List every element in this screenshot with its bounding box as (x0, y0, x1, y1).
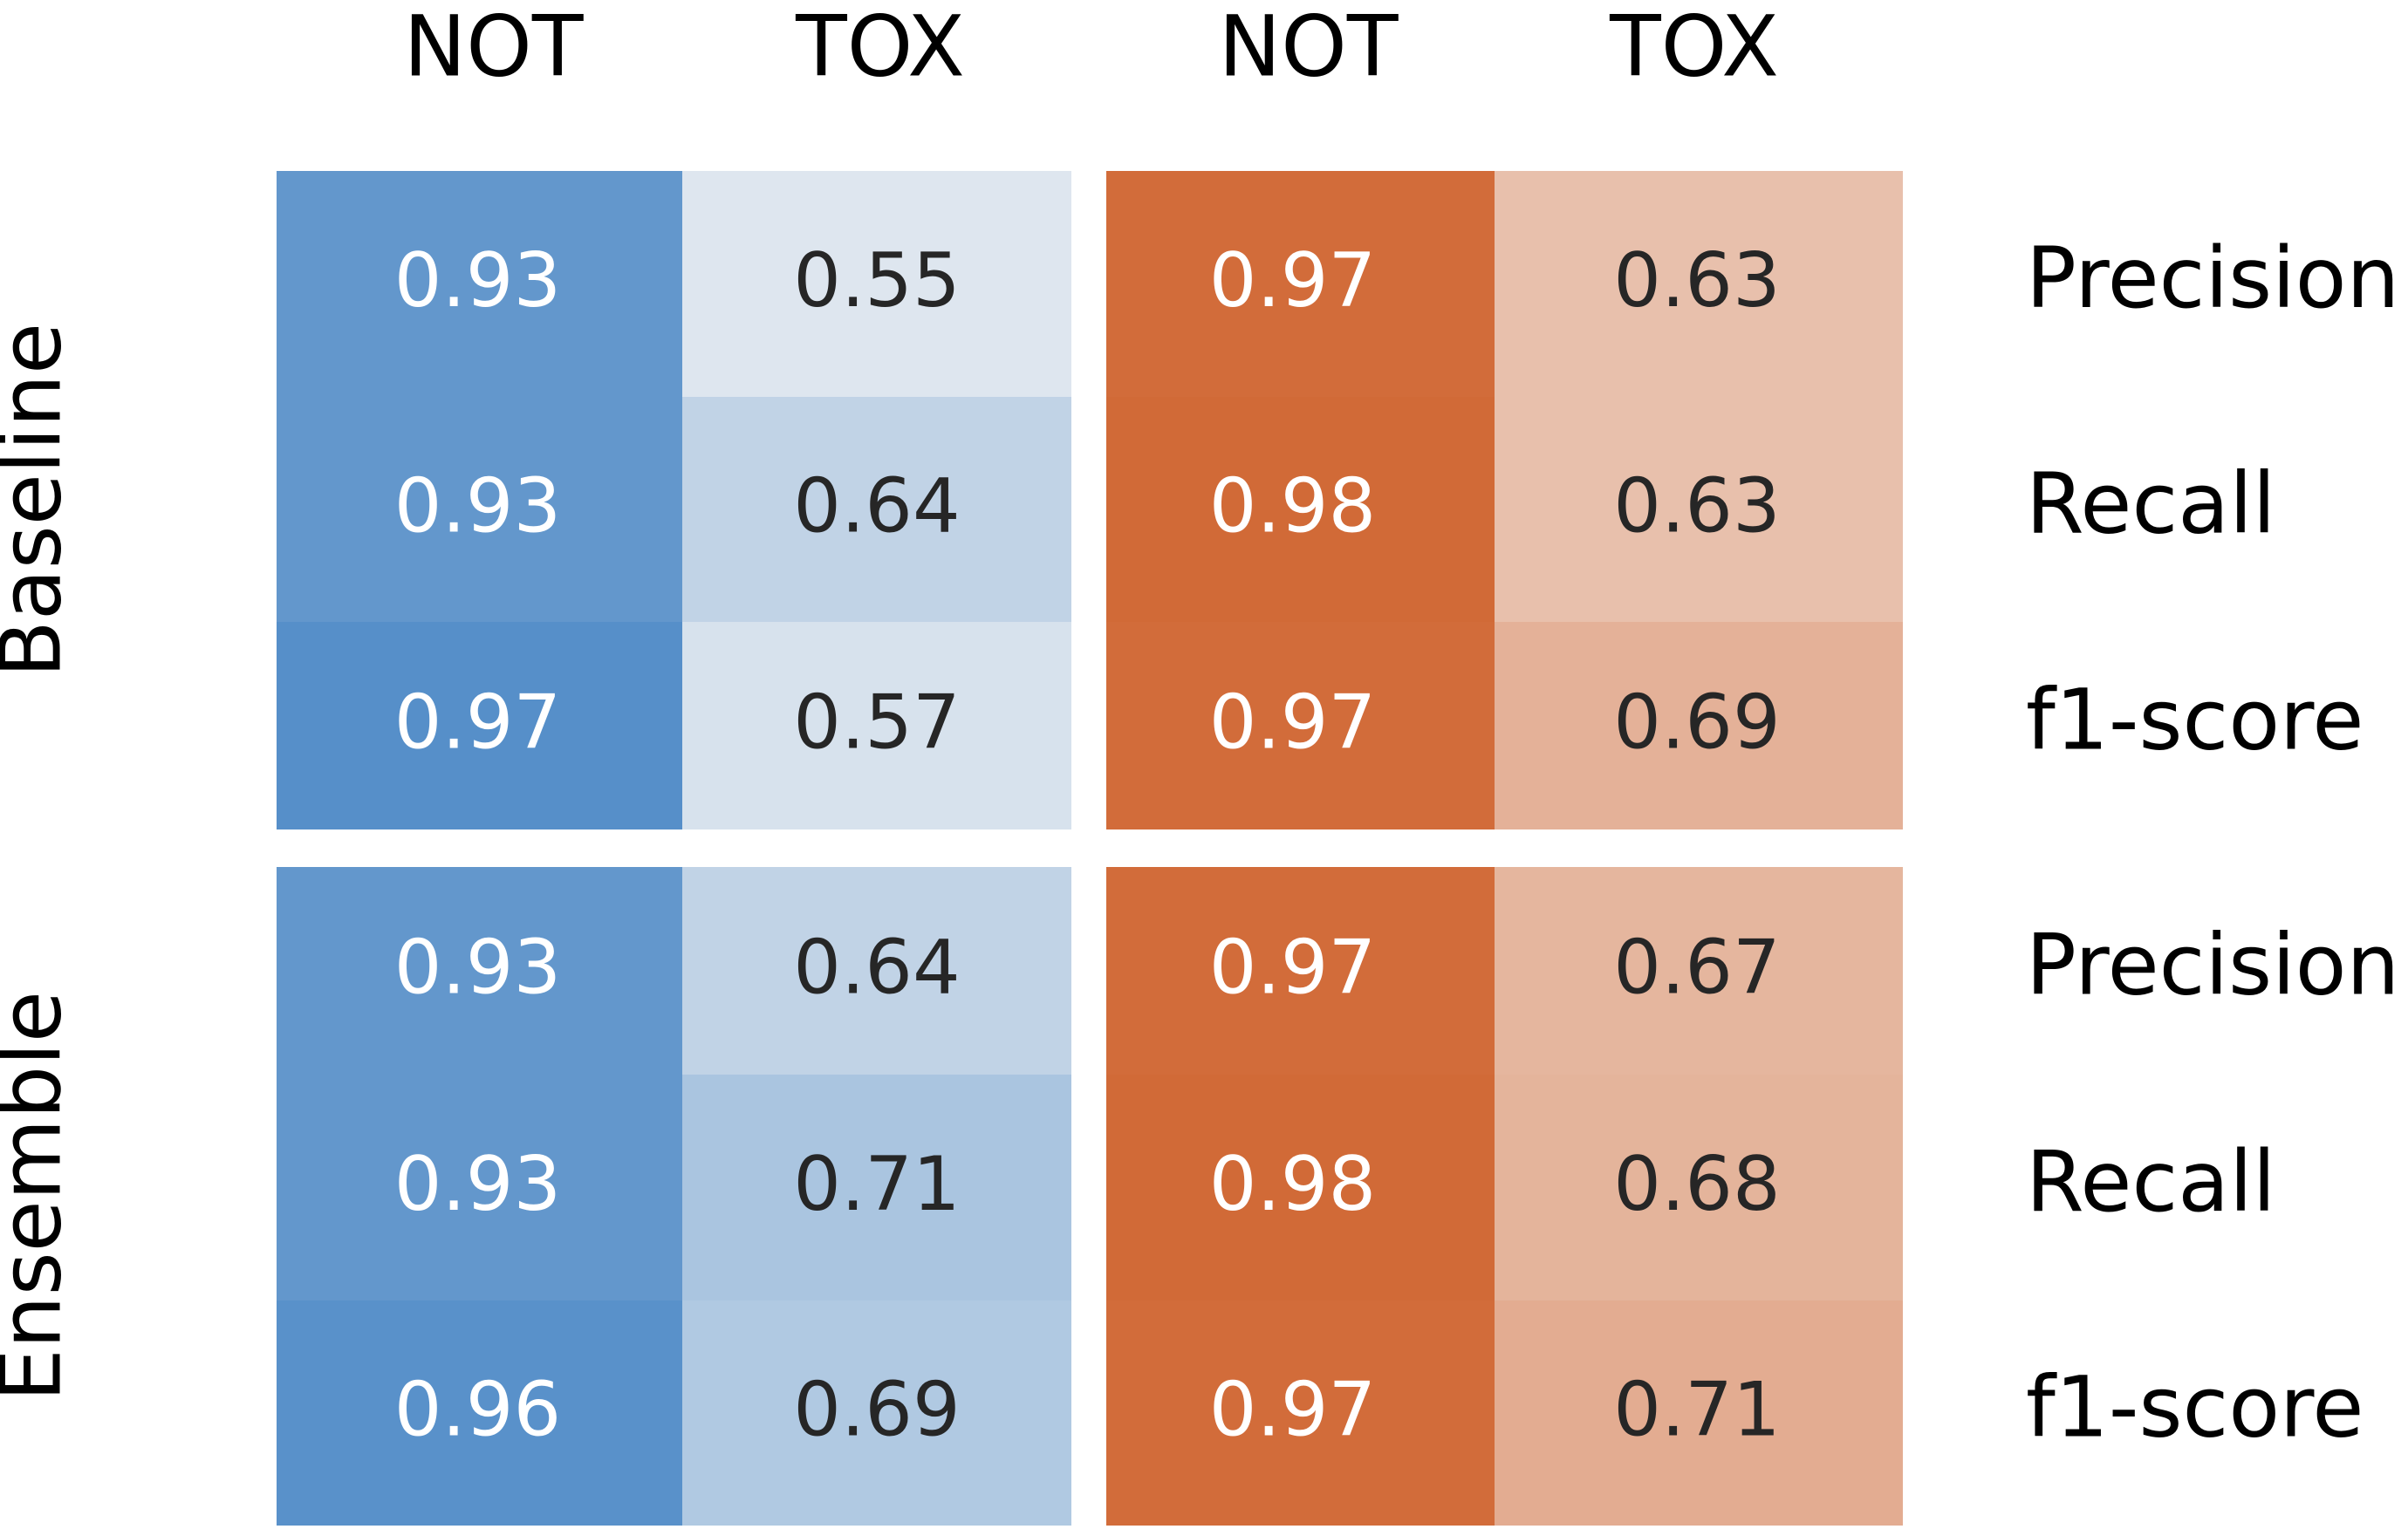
heatmap-cell-ensemble-recall-3 (1495, 1075, 1903, 1300)
heatmap-cell-baseline-recall-1 (682, 397, 1071, 622)
cell-value-label: 0.93 (394, 1141, 561, 1228)
heatmap-cell-ensemble-precision-3 (1495, 867, 1903, 1075)
cell-value-label: 0.63 (1613, 462, 1780, 550)
heatmap-cell-ensemble-recall-2 (1106, 1075, 1495, 1300)
group-label-ensemble: Ensemble (0, 991, 79, 1402)
column-label-tox-1: TOX (795, 0, 965, 95)
heatmap-cell-baseline-f1-score-3 (1495, 622, 1903, 829)
heatmap-cell-baseline-precision-3 (1495, 171, 1903, 397)
row-labels: Precision Recall f1-score Precision Recall f1… (2026, 229, 2399, 1457)
cell-value-label: 0.68 (1613, 1141, 1780, 1228)
row-label-recall: Recall (2026, 1133, 2275, 1231)
heatmap-cell-baseline-f1-score-0 (277, 622, 682, 829)
cell-value-label: 0.93 (394, 237, 561, 324)
cell-value-label: 0.96 (394, 1366, 561, 1453)
heatmap-cell-ensemble-f1-score-1 (682, 1300, 1071, 1526)
cell-value-label: 0.98 (1209, 1141, 1376, 1228)
heatmap-cell-ensemble-precision-0 (277, 867, 682, 1075)
heatmap-cell-baseline-recall-2 (1106, 397, 1495, 622)
heatmap-cell-ensemble-precision-2 (1106, 867, 1495, 1075)
heatmap-cell-ensemble-recall-0 (277, 1075, 682, 1300)
heatmap-cell-ensemble-recall-1 (682, 1075, 1071, 1300)
cell-value-label: 0.64 (793, 924, 960, 1011)
column-label-not-2: NOT (1218, 0, 1398, 95)
group-label-baseline: Baseline (0, 323, 79, 678)
column-label-not-0: NOT (403, 0, 583, 95)
row-label-f1-score: f1-score (2026, 671, 2364, 768)
cell-value-label: 0.97 (1209, 237, 1376, 324)
column-label-tox-3: TOX (1609, 0, 1779, 95)
heatmap-cell-baseline-f1-score-2 (1106, 622, 1495, 829)
cell-value-label: 0.97 (1209, 924, 1376, 1011)
heatmap-cell-ensemble-precision-1 (682, 867, 1071, 1075)
cell-value-label: 0.57 (793, 679, 960, 766)
cell-value-label: 0.93 (394, 462, 561, 550)
cell-value-label: 0.55 (793, 237, 960, 324)
heatmap-cell-baseline-recall-3 (1495, 397, 1903, 622)
cell-value-label: 0.63 (1613, 237, 1780, 324)
heatmap-cell-ensemble-f1-score-2 (1106, 1300, 1495, 1526)
cell-value-label: 0.97 (1209, 679, 1376, 766)
cell-value-label: 0.71 (793, 1141, 960, 1228)
heatmap-cell-baseline-precision-2 (1106, 171, 1495, 397)
row-label-recall: Recall (2026, 454, 2275, 552)
cell-value-label: 0.67 (1613, 924, 1780, 1011)
cell-value-label: 0.64 (793, 462, 960, 550)
row-label-precision: Precision (2026, 916, 2399, 1014)
row-label-f1-score: f1-score (2026, 1358, 2364, 1456)
column-labels: NOT TOX NOT TOX (403, 0, 1778, 95)
cell-value-label: 0.98 (1209, 462, 1376, 550)
heatmap-cell-baseline-f1-score-1 (682, 622, 1071, 829)
cell-value-label: 0.71 (1613, 1366, 1780, 1453)
cell-value-label: 0.97 (394, 679, 561, 766)
heatmap-cell-baseline-precision-1 (682, 171, 1071, 397)
heatmap-cell-baseline-recall-0 (277, 397, 682, 622)
cell-value-label: 0.69 (1613, 679, 1780, 766)
row-label-precision: Precision (2026, 229, 2399, 327)
heatmap-cells: 0.93 0.55 0.97 0.63 0.93 0.64 0.98 0.63 0.97 0.57… (277, 171, 1903, 1526)
heatmap-cell-ensemble-f1-score-0 (277, 1300, 682, 1526)
group-labels: Baseline Ensemble (0, 323, 79, 1402)
cell-value-label: 0.93 (394, 924, 561, 1011)
heatmap-cell-baseline-precision-0 (277, 171, 682, 397)
heatmap-cell-ensemble-f1-score-3 (1495, 1300, 1903, 1526)
cell-value-label: 0.69 (793, 1366, 960, 1453)
cell-value-label: 0.97 (1209, 1366, 1376, 1453)
